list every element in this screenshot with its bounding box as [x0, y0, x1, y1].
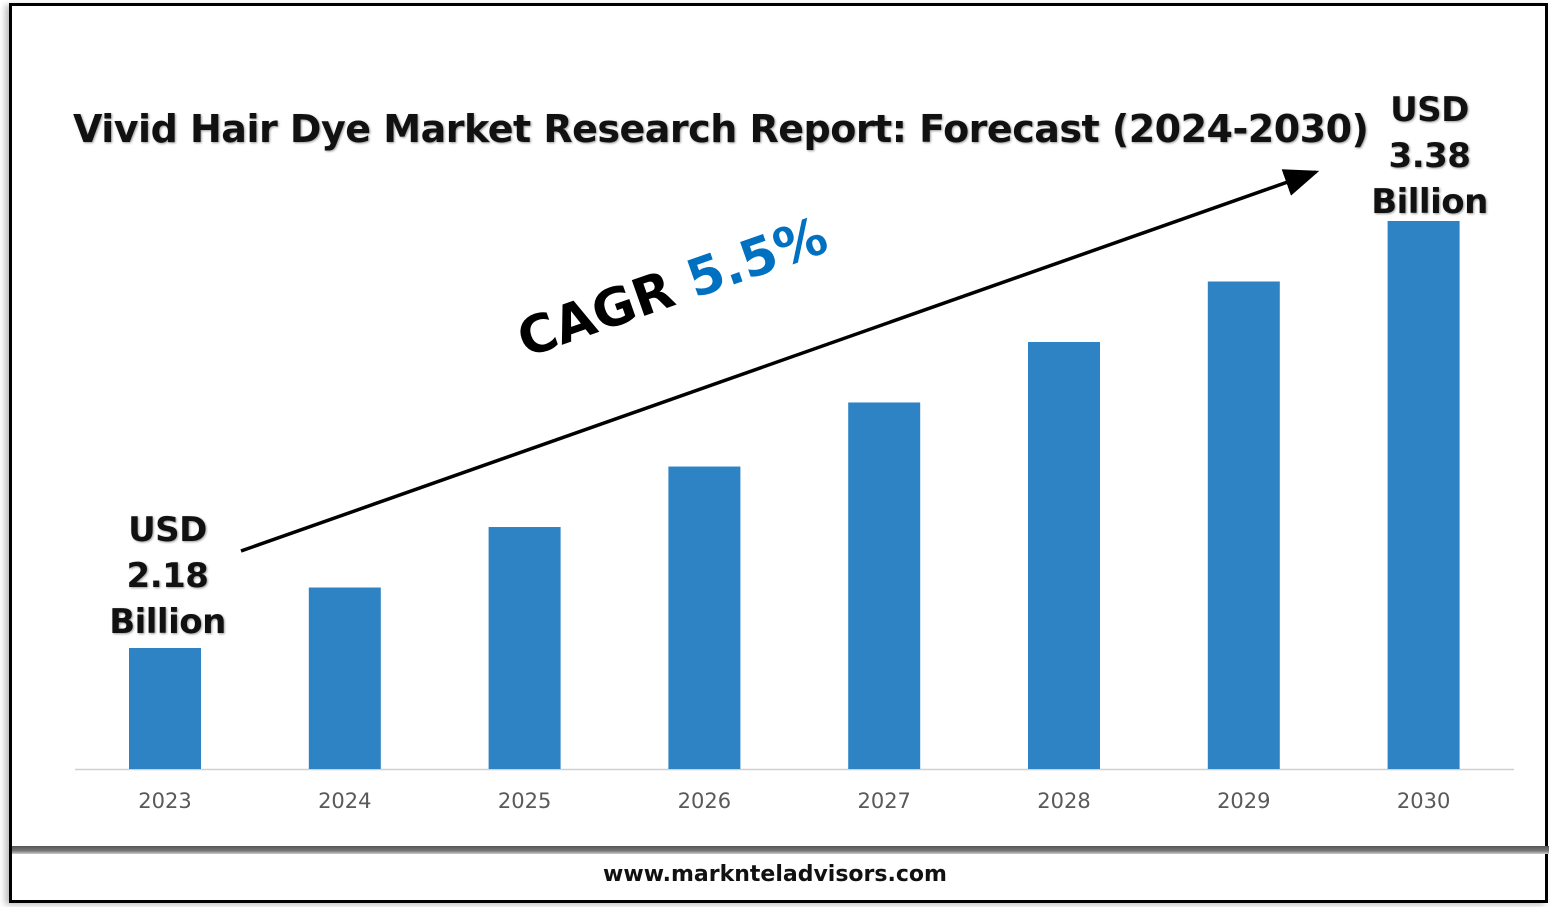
- bar-2024: [308, 587, 381, 769]
- start-label-unit: Billion: [109, 602, 226, 642]
- start-label-currency: USD: [128, 510, 207, 550]
- end-label-value: 3.38: [1388, 136, 1471, 176]
- bar-2029: [1207, 281, 1280, 769]
- bar-2027: [848, 402, 921, 769]
- bar-2023: [129, 648, 201, 769]
- x-tick-label: 2023: [138, 789, 191, 813]
- x-tick-label: 2030: [1397, 789, 1450, 813]
- end-label-unit: Billion: [1371, 182, 1488, 222]
- x-tick-label: 2025: [498, 789, 551, 813]
- x-tick-label: 2028: [1037, 789, 1090, 813]
- chart-frame: [9, 3, 1548, 903]
- chart-title: Vivid Hair Dye Market Research Report: F…: [73, 107, 1369, 151]
- bar-2028: [1028, 341, 1100, 769]
- bar-2026: [668, 466, 741, 769]
- start-label-value: 2.18: [126, 556, 209, 596]
- growth-arrow: [240, 169, 1320, 553]
- x-tick-label: 2026: [678, 789, 731, 813]
- start-value-label: USD 2.18 Billion: [100, 507, 235, 645]
- end-value-label: USD 3.38 Billion: [1362, 87, 1497, 225]
- x-tick-label: 2024: [318, 789, 371, 813]
- end-label-currency: USD: [1390, 90, 1469, 130]
- bar-2030: [1387, 221, 1460, 769]
- footer-website[interactable]: www.marknteladvisors.com: [603, 862, 947, 887]
- x-tick-label: 2027: [857, 789, 910, 813]
- footer-divider: [12, 846, 1549, 854]
- bar-2025: [488, 527, 561, 769]
- x-tick-label: 2029: [1217, 789, 1270, 813]
